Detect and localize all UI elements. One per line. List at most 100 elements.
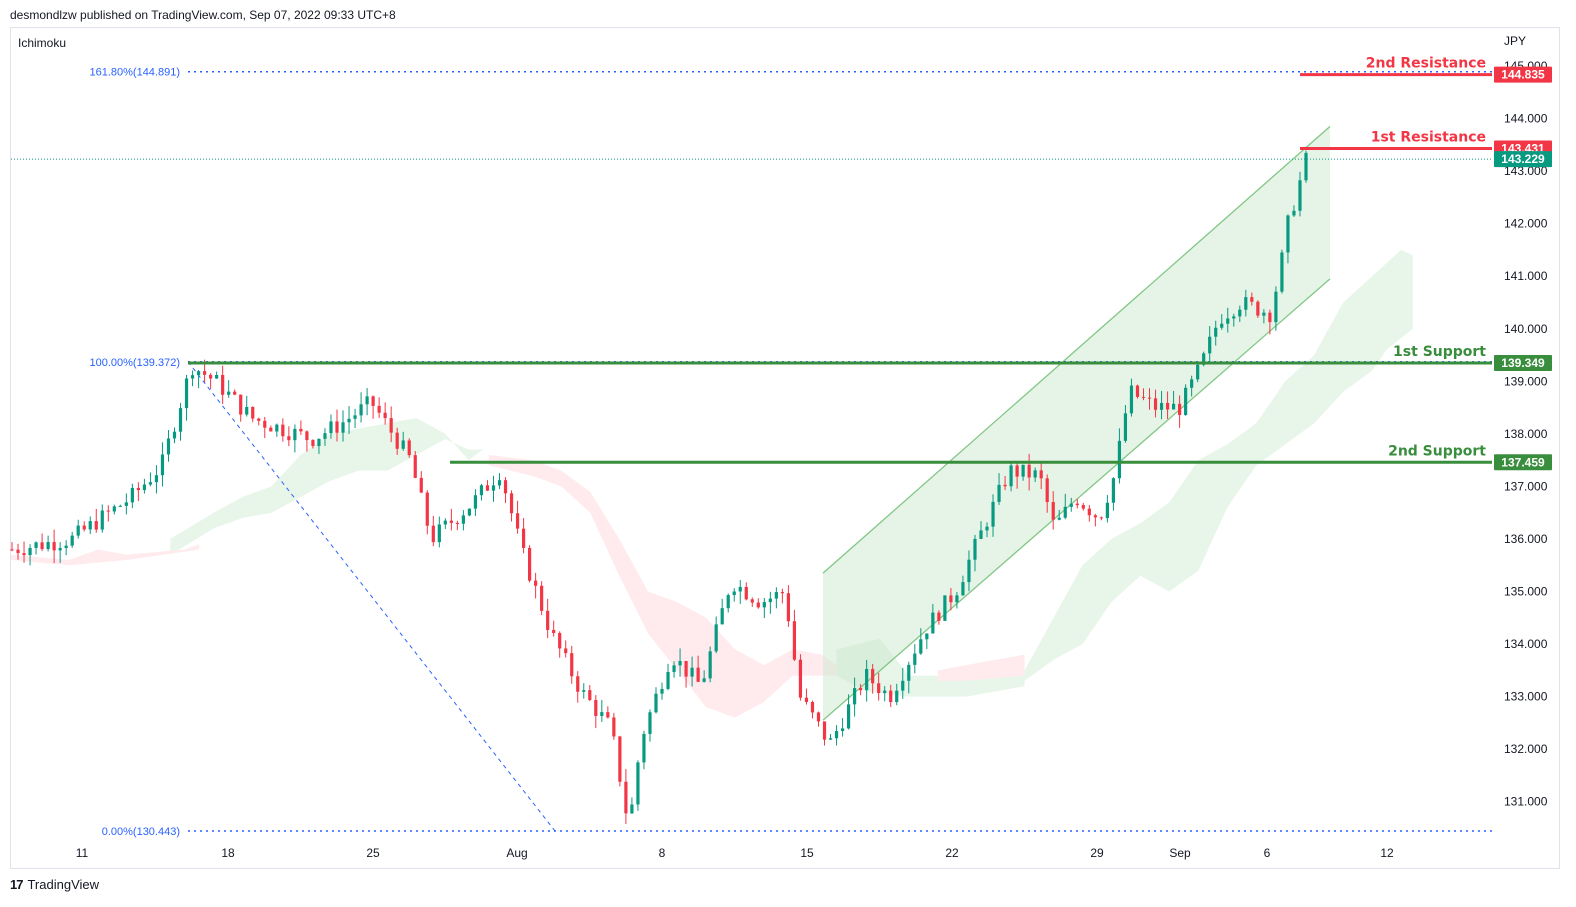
candle-body bbox=[365, 396, 369, 405]
y-tick-label: 133.000 bbox=[1504, 690, 1548, 704]
candle-body bbox=[1045, 478, 1049, 503]
candle-body bbox=[624, 781, 628, 814]
candle-body bbox=[389, 418, 393, 433]
candle-body bbox=[383, 412, 387, 419]
candle-body bbox=[359, 404, 363, 416]
currency-label: JPY bbox=[1504, 34, 1527, 48]
candle-body bbox=[804, 697, 809, 702]
candle-body bbox=[1286, 215, 1290, 253]
channel-upper-line bbox=[822, 125, 1331, 574]
candle-body bbox=[822, 721, 827, 740]
key-levels: 2nd Resistance 1st Resistance 1st Support 2… bbox=[11, 56, 1492, 464]
candle-body bbox=[34, 542, 38, 548]
candle-body bbox=[1075, 503, 1079, 506]
candle-body bbox=[895, 690, 899, 703]
candle-body bbox=[16, 549, 20, 554]
price-tag-label: 137.459 bbox=[1501, 455, 1545, 469]
tradingview-logo-icon: 17 bbox=[10, 877, 24, 892]
candle-body bbox=[570, 653, 574, 677]
candle-body bbox=[202, 371, 207, 375]
y-tick-label: 143.000 bbox=[1504, 164, 1548, 178]
candle-body bbox=[377, 405, 381, 413]
candle-body bbox=[178, 408, 183, 432]
candle-body bbox=[654, 693, 658, 713]
candle-body bbox=[190, 375, 195, 379]
candle-body bbox=[1141, 396, 1146, 398]
candle-body bbox=[58, 547, 62, 551]
y-axis[interactable]: 131.000 132.000 133.000 134.000 135.000 136.0… bbox=[1504, 59, 1548, 809]
candle-body bbox=[991, 501, 995, 527]
candle-body bbox=[1039, 470, 1043, 479]
indicator-label[interactable]: Ichimoku bbox=[18, 36, 67, 50]
candle-body bbox=[136, 487, 140, 491]
candle-body bbox=[473, 495, 478, 509]
candle-body bbox=[564, 648, 568, 654]
candle-body bbox=[636, 762, 640, 805]
x-tick-label: 15 bbox=[800, 846, 814, 860]
x-tick-label: Aug bbox=[506, 846, 527, 860]
candle-body bbox=[172, 431, 177, 439]
candle-body bbox=[702, 678, 706, 682]
candle-body bbox=[82, 525, 86, 530]
candle-body bbox=[1087, 508, 1091, 516]
candle-body bbox=[1190, 379, 1194, 388]
candle-body bbox=[865, 668, 869, 691]
candle-body bbox=[744, 586, 748, 600]
candle-body bbox=[467, 508, 472, 516]
candle-body bbox=[1153, 398, 1158, 410]
candle-body bbox=[1027, 464, 1031, 478]
y-tick-label: 135.000 bbox=[1504, 585, 1548, 599]
candle-body bbox=[840, 728, 845, 732]
candle-body bbox=[1123, 413, 1128, 441]
cloud-bull-segment bbox=[836, 638, 1025, 697]
candle-body bbox=[756, 602, 760, 608]
candle-body bbox=[889, 690, 893, 703]
candle-body bbox=[907, 664, 911, 681]
cloud-bear-segment bbox=[937, 654, 1025, 681]
candle-body bbox=[1232, 316, 1236, 319]
candle-body bbox=[371, 396, 375, 406]
tradingview-branding[interactable]: 17 TradingView bbox=[10, 877, 99, 892]
candle-body bbox=[22, 553, 26, 556]
candle-body bbox=[1274, 291, 1278, 323]
candle-body bbox=[455, 522, 459, 524]
candle-body bbox=[1304, 152, 1308, 181]
candle-body bbox=[925, 633, 929, 640]
candle-body bbox=[407, 440, 411, 456]
candle-body bbox=[166, 438, 171, 455]
candle-body bbox=[1268, 312, 1272, 323]
x-axis[interactable]: 11 18 25 Aug 8 15 22 29 Sep 6 12 bbox=[76, 846, 1394, 860]
candle-body bbox=[883, 690, 887, 694]
price-tag-label: 144.835 bbox=[1501, 68, 1545, 82]
candle-body bbox=[281, 424, 285, 437]
ascending-channel bbox=[822, 125, 1331, 721]
candle-body bbox=[10, 549, 14, 551]
candle-body bbox=[1105, 502, 1109, 519]
candle-body bbox=[233, 391, 237, 395]
candle-body bbox=[1220, 323, 1224, 328]
candle-body bbox=[552, 629, 556, 634]
channel-lower-line bbox=[822, 278, 1331, 721]
candle-body bbox=[251, 406, 255, 419]
candle-body bbox=[1135, 385, 1140, 397]
price-tag-label: 139.349 bbox=[1501, 356, 1545, 370]
candle-body bbox=[215, 374, 219, 379]
candle-body bbox=[1147, 397, 1152, 399]
publisher-header: desmondlzw published on TradingView.com,… bbox=[10, 8, 396, 22]
candle-body bbox=[576, 676, 580, 692]
candle-body bbox=[762, 602, 766, 608]
candle-body bbox=[834, 731, 839, 739]
candle-body bbox=[209, 374, 213, 379]
candle-body bbox=[1165, 402, 1170, 410]
candle-body bbox=[955, 595, 959, 603]
candle-body bbox=[1021, 464, 1025, 477]
candle-body bbox=[395, 432, 399, 449]
candle-body bbox=[497, 480, 502, 486]
candle-body bbox=[750, 599, 754, 603]
y-tick-label: 144.000 bbox=[1504, 112, 1548, 126]
x-tick-label: 12 bbox=[1380, 846, 1394, 860]
candle-body bbox=[503, 480, 508, 494]
candle-body bbox=[1063, 506, 1067, 518]
